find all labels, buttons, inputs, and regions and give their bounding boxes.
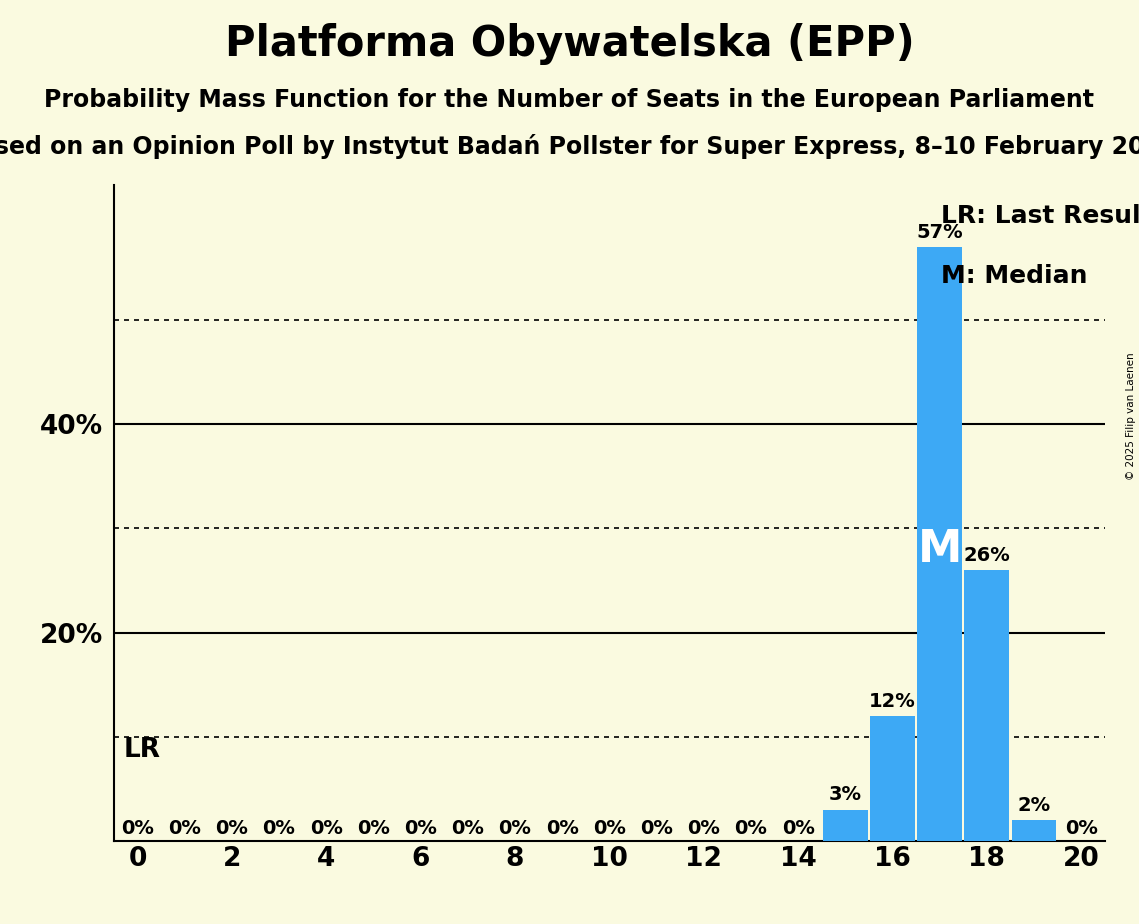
Text: 0%: 0% — [310, 819, 343, 838]
Text: 0%: 0% — [687, 819, 720, 838]
Bar — [822, 809, 868, 841]
Text: Probability Mass Function for the Number of Seats in the European Parliament: Probability Mass Function for the Number… — [44, 88, 1095, 112]
Text: 3%: 3% — [829, 785, 862, 805]
Text: 0%: 0% — [640, 819, 673, 838]
Text: 12%: 12% — [869, 692, 916, 711]
Bar — [917, 248, 962, 841]
Text: 0%: 0% — [593, 819, 625, 838]
Text: 57%: 57% — [917, 223, 962, 242]
Text: 2%: 2% — [1017, 796, 1050, 815]
Text: 0%: 0% — [404, 819, 437, 838]
Text: 0%: 0% — [215, 819, 248, 838]
Bar — [870, 716, 915, 841]
Text: 0%: 0% — [169, 819, 202, 838]
Text: Based on an Opinion Poll by Instytut Badań Pollster for Super Express, 8–10 Febr: Based on an Opinion Poll by Instytut Bad… — [0, 134, 1139, 159]
Text: LR: LR — [123, 736, 161, 762]
Text: 0%: 0% — [546, 819, 579, 838]
Text: 0%: 0% — [781, 819, 814, 838]
Text: 0%: 0% — [499, 819, 532, 838]
Bar — [965, 570, 1009, 841]
Text: 0%: 0% — [1065, 819, 1098, 838]
Text: 0%: 0% — [357, 819, 390, 838]
Text: Platforma Obywatelska (EPP): Platforma Obywatelska (EPP) — [224, 23, 915, 65]
Text: 0%: 0% — [121, 819, 154, 838]
Bar — [1011, 820, 1057, 841]
Text: 0%: 0% — [451, 819, 484, 838]
Text: M: Median: M: Median — [941, 263, 1088, 287]
Text: M: M — [918, 528, 961, 571]
Text: 26%: 26% — [964, 546, 1010, 565]
Text: LR: Last Result: LR: Last Result — [941, 204, 1139, 228]
Text: 0%: 0% — [735, 819, 768, 838]
Text: 0%: 0% — [263, 819, 295, 838]
Text: © 2025 Filip van Laenen: © 2025 Filip van Laenen — [1126, 352, 1136, 480]
